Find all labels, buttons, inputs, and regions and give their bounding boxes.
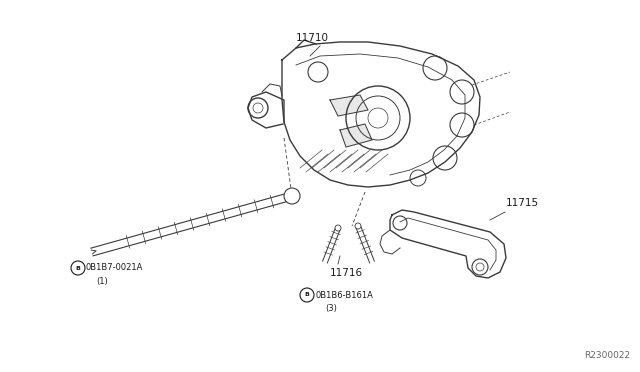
Polygon shape: [282, 42, 480, 187]
Polygon shape: [340, 124, 372, 147]
Polygon shape: [248, 92, 284, 128]
Text: 11715: 11715: [506, 198, 539, 208]
Text: R2300022: R2300022: [584, 351, 630, 360]
Text: 11716: 11716: [330, 268, 363, 278]
Polygon shape: [330, 95, 368, 116]
Text: 0B1B6-B161A: 0B1B6-B161A: [315, 291, 373, 299]
Text: 11710: 11710: [296, 33, 329, 43]
Text: B: B: [305, 292, 309, 298]
Text: (1): (1): [96, 277, 108, 286]
Text: 0B1B7-0021A: 0B1B7-0021A: [86, 263, 143, 273]
Circle shape: [284, 188, 300, 204]
Text: B: B: [76, 266, 81, 270]
Circle shape: [355, 223, 361, 229]
Text: (3): (3): [325, 304, 337, 313]
Polygon shape: [390, 210, 506, 278]
Polygon shape: [262, 84, 282, 96]
Circle shape: [335, 225, 341, 231]
